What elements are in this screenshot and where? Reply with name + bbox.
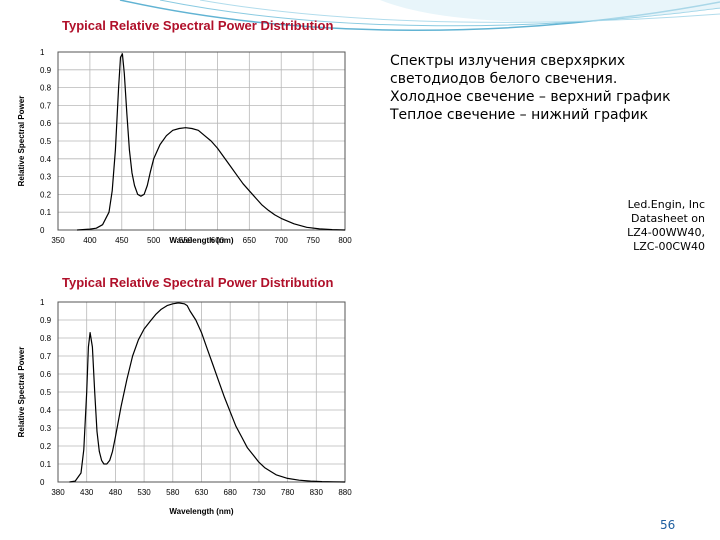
x-tick-label: 680 [224, 488, 238, 497]
description-line-1: Спектры излучения сверхярких светодиодов… [390, 53, 626, 87]
chart-1-cold-white-spectrum: 0 0.1 0.2 0.3 0.4 0.5 0.6 0.7 0.8 0.9 1 350 400 450 50… [17, 48, 352, 245]
y-tick-label: 0.8 [40, 84, 52, 93]
source-line-2: Datasheet on [630, 212, 705, 225]
y-tick-label: 0.1 [40, 460, 52, 469]
y-tick-label: 0.3 [40, 173, 52, 182]
y-tick-label: 0.6 [40, 119, 52, 128]
y-tick-label: 0.2 [40, 190, 52, 199]
x-tick-label: 830 [310, 488, 324, 497]
chart-1-title: Typical Relative Spectral Power Distribu… [62, 18, 334, 33]
plot-frame [57, 301, 346, 483]
x-tick-label: 550 [179, 236, 193, 245]
x-axis-label: Wavelength (nm) [169, 236, 233, 245]
x-tick-label: 400 [83, 236, 97, 245]
chart-2-title: Typical Relative Spectral Power Distribu… [62, 275, 334, 290]
x-tick-label: 500 [147, 236, 161, 245]
y-tick-label: 0.5 [40, 388, 52, 397]
y-tick-label: 0.4 [40, 406, 52, 415]
swoosh-fill [380, 0, 720, 22]
y-tick-label: 0 [40, 226, 45, 235]
x-tick-label: 480 [109, 488, 123, 497]
source-line-4: LZC-00CW40 [633, 240, 705, 253]
y-tick-label: 0.2 [40, 442, 52, 451]
y-tick-label: 0.9 [40, 316, 52, 325]
plot-frame [57, 51, 346, 231]
x-tick-label: 430 [80, 488, 94, 497]
swoosh-line-3 [199, 0, 720, 23]
y-tick-label: 0.4 [40, 155, 52, 164]
x-tick-label: 700 [275, 236, 289, 245]
page-number: 56 [660, 518, 676, 532]
x-tick-label: 530 [137, 488, 151, 497]
description-line-3: Теплое свечение – нижний график [390, 107, 649, 123]
y-tick-label: 0.7 [40, 352, 52, 361]
x-tick-label: 750 [306, 236, 320, 245]
x-tick-label: 580 [166, 488, 180, 497]
y-tick-label: 0.1 [40, 208, 52, 217]
x-tick-label: 880 [338, 488, 352, 497]
y-tick-label: 0.7 [40, 101, 52, 110]
y-tick-label: 0.5 [40, 137, 52, 146]
source-line-1: Led.Engin, Inc [627, 198, 705, 211]
x-tick-label: 350 [51, 236, 65, 245]
y-tick-label: 1 [40, 48, 45, 57]
x-tick-label: 800 [338, 236, 352, 245]
y-tick-label: 0.9 [40, 66, 52, 75]
x-tick-label: 780 [281, 488, 295, 497]
slide-description: Спектры излучения сверхярких светодиодов… [390, 52, 710, 124]
series-line [77, 53, 346, 231]
y-tick-label: 1 [40, 298, 45, 307]
x-tick-label: 450 [115, 236, 129, 245]
y-axis-label: Relative Spectral Power [17, 347, 26, 438]
x-axis-label: Wavelength (nm) [169, 507, 233, 516]
header-swoosh-decoration [119, 0, 720, 31]
x-tick-label: 380 [51, 488, 65, 497]
y-tick-label: 0.8 [40, 334, 52, 343]
description-line-2: Холодное свечение – верхний график [390, 89, 671, 105]
x-tick-label: 730 [252, 488, 266, 497]
y-tick-label: 0.6 [40, 370, 52, 379]
y-tick-label: 0.3 [40, 424, 52, 433]
y-tick-label: 0 [40, 478, 45, 487]
series-line [69, 302, 346, 483]
chart-2-warm-white-spectrum: 0 0.1 0.2 0.3 0.4 0.5 0.6 0.7 0.8 0.9 1 380 430 480 53… [17, 298, 352, 516]
source-citation: Led.Engin, Inc Datasheet on LZ4-00WW40, … [555, 198, 705, 254]
x-tick-label: 630 [195, 488, 209, 497]
y-axis-label: Relative Spectral Power [17, 96, 26, 187]
x-tick-label: 650 [243, 236, 257, 245]
x-tick-label: 600 [211, 236, 225, 245]
source-line-3: LZ4-00WW40, [627, 226, 705, 239]
